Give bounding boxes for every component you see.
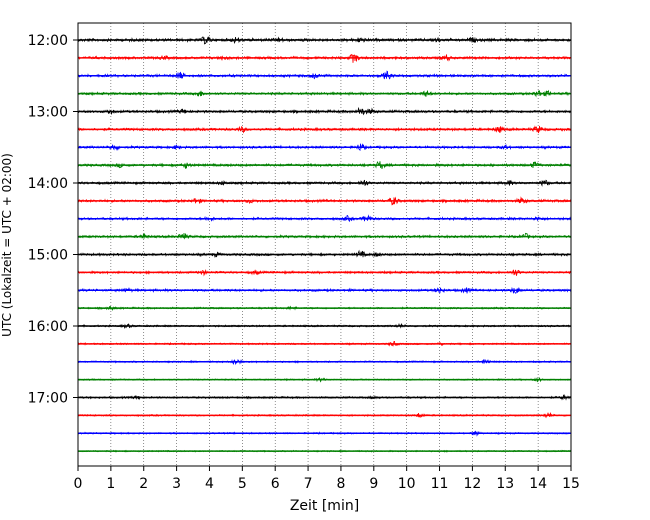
x-tick-label: 10 — [398, 476, 416, 492]
x-axis-label: Zeit [min] — [290, 498, 359, 514]
y-tick-label: 13:00 — [28, 105, 68, 121]
y-tick-label: 14:00 — [28, 176, 68, 192]
x-tick-label: 15 — [562, 476, 580, 492]
y-tick-label: 15:00 — [28, 248, 68, 264]
trace-group — [77, 36, 572, 453]
x-axis-ticks: 0 1 2 3 4 5 6 7 8 9 10 11 12 13 14 15 — [74, 466, 580, 492]
y-axis-ticks: 12:00 13:00 14:00 15:00 16:00 17:00 — [28, 33, 78, 407]
x-tick-label: 0 — [74, 476, 83, 492]
x-tick-label: 14 — [529, 476, 547, 492]
y-axis-label: UTC (Lokalzeit = UTC + 02:00) — [0, 153, 14, 337]
x-tick-label: 13 — [496, 476, 514, 492]
x-tick-label: 5 — [238, 476, 247, 492]
x-tick-label: 6 — [271, 476, 280, 492]
x-tick-label: 9 — [369, 476, 378, 492]
y-tick-label: 17:00 — [28, 391, 68, 407]
y-tick-label: 12:00 — [28, 33, 68, 49]
x-tick-label: 7 — [304, 476, 313, 492]
x-tick-label: 11 — [431, 476, 449, 492]
x-tick-label: 3 — [172, 476, 181, 492]
x-tick-label: 8 — [336, 476, 345, 492]
x-tick-label: 1 — [106, 476, 115, 492]
grid-lines — [110, 23, 539, 466]
plot-frame — [77, 22, 572, 467]
x-tick-label: 4 — [205, 476, 214, 492]
x-tick-label: 12 — [463, 476, 481, 492]
y-tick-label: 16:00 — [28, 319, 68, 335]
x-tick-label: 2 — [139, 476, 148, 492]
